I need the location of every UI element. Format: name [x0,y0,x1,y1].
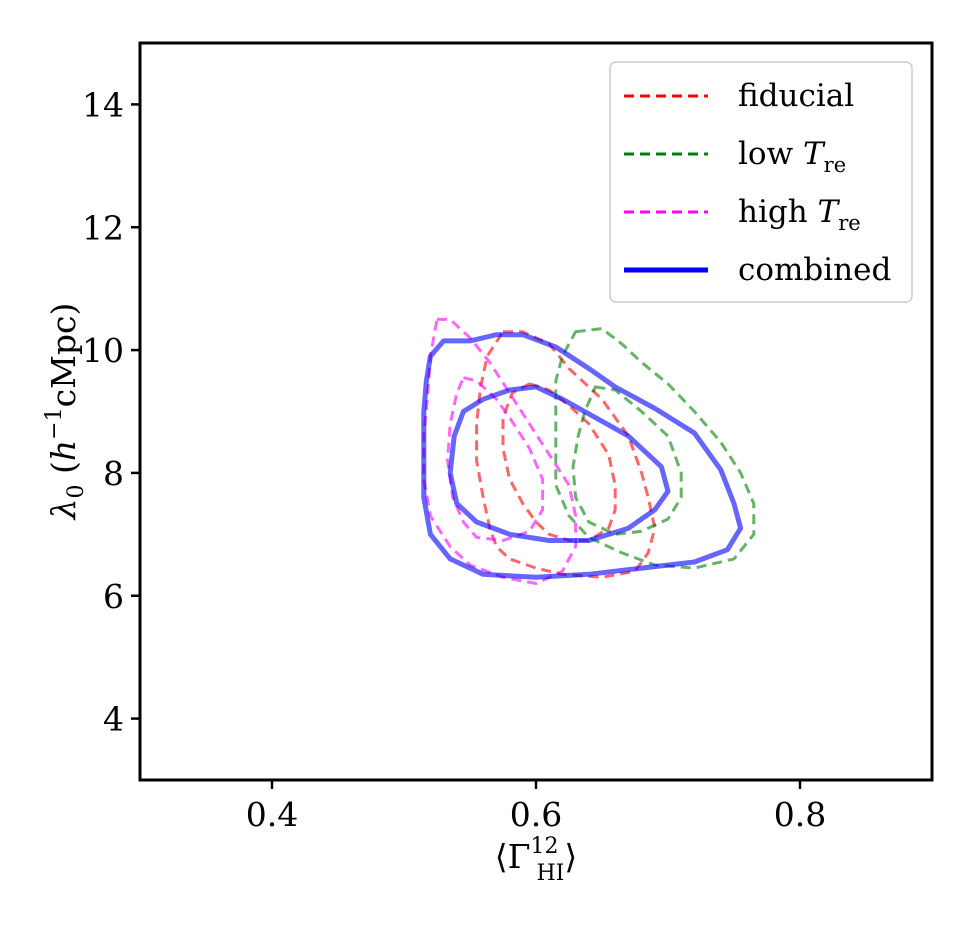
contour-0-0 [475,330,657,579]
series-fiducial [475,330,657,579]
y-tick-label: 4 [103,700,124,739]
legend-label: combined [738,252,891,288]
x-tick-label: 0.4 [246,795,298,834]
legend-label: low Tre [738,136,846,177]
series-combined [421,332,744,580]
legend: fiducial low Tre high Tre combined [609,61,913,303]
y-tick-label: 12 [82,208,124,247]
contour-3-1 [447,384,671,543]
legend-label: fiducial [738,78,854,114]
contour-2-0 [422,317,578,585]
y-tick-label: 6 [103,577,124,616]
contour-3-0 [421,332,744,580]
series-low-t-re [554,327,756,570]
axis-ticks: 0.4 0.6 0.8 4 6 8 10 12 14 [82,85,826,834]
y-tick-label: 14 [82,85,124,124]
x-axis-label: ⟨Γ12 HI⟩ [495,834,578,886]
series-high-t-re [422,317,578,585]
legend-frame [609,61,913,303]
contour-2-1 [446,376,545,542]
x-tick-label: 0.8 [774,795,826,834]
y-tick-label: 10 [82,331,124,370]
y-tick-label: 8 [103,454,124,493]
contour-1-0 [554,327,756,570]
contour-series-layer [421,317,756,585]
legend-label: high Tre [738,194,861,235]
contour-1-1 [571,385,683,536]
contour-0-1 [501,382,617,542]
y-axis-label: λ0 (h−1cMpc) [42,303,89,522]
x-tick-label: 0.6 [510,795,562,834]
